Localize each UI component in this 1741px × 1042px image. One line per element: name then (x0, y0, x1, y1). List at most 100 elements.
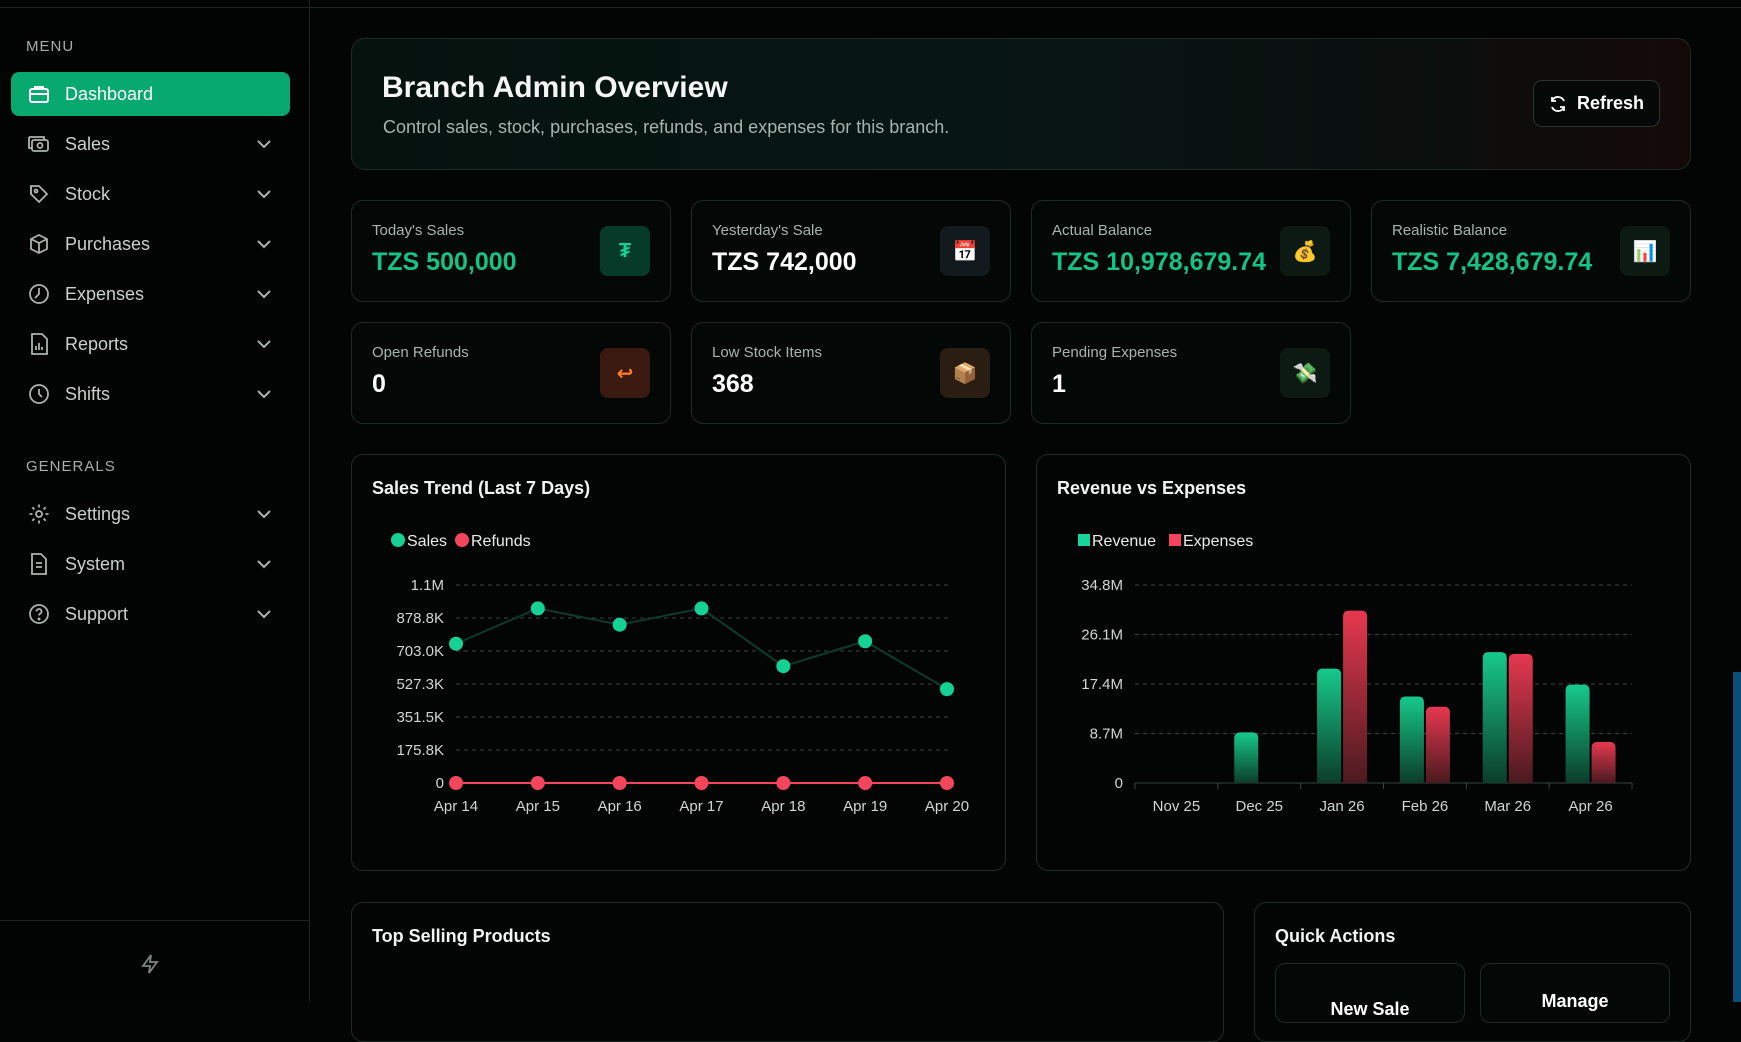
x-tick-label: Apr 15 (516, 798, 560, 815)
data-point-sales (530, 601, 545, 616)
data-point-refunds (612, 776, 627, 790)
x-tick-label: Feb 26 (1402, 798, 1449, 815)
sidebar-item-support[interactable]: Support (11, 592, 290, 636)
page-title: Branch Admin Overview (382, 71, 728, 104)
series-line-sales (455, 607, 948, 690)
legend-label: Refunds (471, 533, 531, 550)
data-point-refunds (776, 776, 791, 790)
stat-label: Realistic Balance (1392, 222, 1508, 239)
stat-label: Open Refunds (372, 344, 469, 361)
manage-button[interactable]: Manage (1480, 963, 1670, 1023)
stat-label: Actual Balance (1052, 222, 1153, 239)
bolt-icon[interactable] (139, 953, 161, 975)
sidebar-item-sales[interactable]: Sales (11, 122, 290, 166)
stat-value: 368 (712, 370, 754, 398)
bar-expenses (1508, 653, 1533, 783)
bar-expenses (1425, 706, 1450, 783)
sidebar-item-reports[interactable]: Reports (11, 322, 290, 366)
refresh-button[interactable]: Refresh (1533, 80, 1660, 127)
bar-expenses (1591, 742, 1616, 783)
stat-label: Today's Sales (372, 222, 465, 239)
sidebar-item-settings[interactable]: Settings (11, 492, 290, 536)
revenue-expenses-panel: Revenue vs Expenses Revenue Expenses 0 8.7M… (1036, 454, 1691, 871)
stock-icon (27, 182, 51, 206)
stat-card-yesterdays-sale: Yesterday's Sale TZS 742,000 📅 (691, 200, 1011, 302)
topbar-divider (310, 7, 1741, 8)
legend-marker (391, 533, 405, 547)
stat-label: Pending Expenses (1052, 344, 1178, 361)
y-tick-label: 26.1M (1081, 627, 1123, 644)
page-subtitle: Control sales, stock, purchases, refunds… (383, 117, 950, 137)
bar-chart-icon: 📊 (1620, 226, 1670, 276)
y-tick-label: 175.8K (396, 742, 444, 759)
panel-title: Top Selling Products (372, 926, 551, 946)
y-tick-label: 17.4M (1081, 676, 1123, 693)
x-tick-label: Apr 14 (434, 798, 478, 815)
scrollbar-thumb[interactable] (1733, 672, 1741, 1002)
bar-revenue (1565, 684, 1590, 783)
bar-revenue (1317, 668, 1342, 783)
sidebar-item-system[interactable]: System (11, 542, 290, 586)
sidebar-divider (0, 7, 310, 8)
reports-icon (27, 332, 51, 356)
data-point-refunds (858, 776, 873, 790)
sidebar-item-label: Purchases (65, 233, 151, 254)
data-point-refunds (530, 776, 545, 790)
gear-icon (27, 502, 51, 526)
sales-icon (27, 132, 51, 156)
sales-trend-chart: Sales Refunds 0 175.8K 351.5K 527.3K 703.0K 878… (391, 533, 969, 815)
data-point-sales (612, 617, 627, 632)
panel-title: Sales Trend (Last 7 Days) (372, 478, 591, 498)
data-point-sales (694, 601, 709, 616)
x-tick-label: Apr 19 (843, 798, 887, 815)
y-tick-label: 527.3K (396, 676, 444, 693)
y-tick-label: 8.7M (1090, 726, 1123, 743)
clock-icon (27, 382, 51, 406)
sidebar-item-label: Dashboard (65, 83, 154, 104)
stat-value: TZS 10,978,679.74 (1052, 248, 1267, 276)
data-point-sales (449, 636, 463, 651)
revenue-expenses-chart: Revenue Expenses 0 8.7M 17.4M 26.1M 34.8M Nov 2… (1078, 533, 1633, 815)
money-wings-icon: 💸 (1280, 348, 1330, 398)
x-tick-label: Apr 16 (598, 798, 642, 815)
sidebar-item-stock[interactable]: Stock (11, 172, 290, 216)
bar-revenue (1482, 652, 1507, 783)
x-tick-label: Nov 25 (1153, 798, 1201, 815)
stat-label: Yesterday's Sale (712, 222, 823, 239)
sidebar-footer-divider (0, 920, 310, 921)
stat-value: TZS 7,428,679.74 (1392, 248, 1593, 276)
chevron-down-icon (254, 604, 274, 624)
sidebar-item-dashboard[interactable]: Dashboard (11, 72, 290, 116)
x-tick-label: Jan 26 (1320, 798, 1365, 815)
sidebar-item-shifts[interactable]: Shifts (11, 372, 290, 416)
generals-section-label: GENERALS (26, 458, 116, 475)
chevron-down-icon (254, 134, 274, 154)
file-icon (27, 552, 51, 576)
y-tick-label: 1.1M (411, 577, 444, 594)
x-tick-label: Apr 26 (1568, 798, 1612, 815)
stat-card-pending-expenses: Pending Expenses 1 💸 (1031, 322, 1351, 424)
sidebar-item-label: Sales (65, 133, 111, 154)
y-tick-label: 703.0K (396, 643, 444, 660)
sidebar-item-purchases[interactable]: Purchases (11, 222, 290, 266)
money-bag-icon: 💰 (1280, 226, 1330, 276)
y-tick-label: 34.8M (1081, 577, 1123, 594)
chevron-down-icon (254, 384, 274, 404)
sidebar: MENU Dashboard Sales Stock Purchases Exp… (0, 0, 310, 1002)
y-tick-label: 351.5K (396, 709, 444, 726)
stat-card-realistic-balance: Realistic Balance TZS 7,428,679.74 📊 (1371, 200, 1691, 302)
x-tick-label: Apr 18 (761, 798, 805, 815)
tether-icon: ₮ (600, 226, 650, 276)
stat-card-actual-balance: Actual Balance TZS 10,978,679.74 💰 (1031, 200, 1351, 302)
stat-value: 1 (1052, 370, 1066, 398)
new-sale-button[interactable]: New Sale (1275, 963, 1465, 1023)
stat-value: 0 (372, 370, 386, 398)
sidebar-item-label: Expenses (65, 283, 145, 304)
top-products-panel: Top Selling Products (351, 902, 1224, 1042)
sidebar-item-expenses[interactable]: Expenses (11, 272, 290, 316)
stat-card-low-stock: Low Stock Items 368 📦 (691, 322, 1011, 424)
legend-label: Sales (407, 533, 447, 550)
x-tick-label: Mar 26 (1484, 798, 1531, 815)
chevron-down-icon (254, 284, 274, 304)
chevron-down-icon (254, 334, 274, 354)
